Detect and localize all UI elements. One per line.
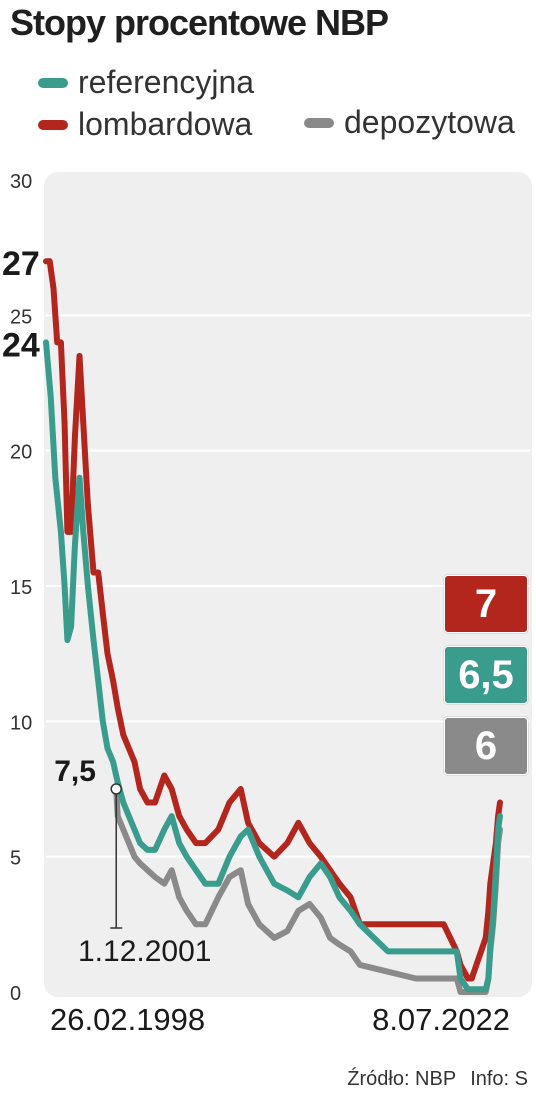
legend-label-depozytowa: depozytowa <box>344 104 515 140</box>
y-tick-label: 5 <box>10 848 21 870</box>
legend-label-lombardowa: lombardowa <box>78 106 253 142</box>
start-value-labels: 27 24 <box>2 245 40 364</box>
annotation-marker <box>110 783 122 795</box>
y-axis-ticks: 0 5 10 15 20 25 30 <box>10 171 32 1005</box>
legend-swatch-referencyjna <box>38 77 68 88</box>
info-text: Info: S <box>470 1068 528 1090</box>
series-line-referencyjna <box>43 339 503 993</box>
annotation: 7,5 1.12.2001 <box>54 755 211 968</box>
line-chart: 0 5 10 15 20 25 30 7,5 1.12.2001 26.02.1998 8.07… <box>2 171 532 1037</box>
badge-referencyjna: 6,5 <box>444 646 528 704</box>
plot-background <box>44 172 532 997</box>
y-tick-label: 30 <box>10 171 32 193</box>
start-label-24: 24 <box>2 326 40 364</box>
annotation-value-label: 7,5 <box>54 755 96 788</box>
legend-item-referencyjna: referencyjna <box>38 64 254 101</box>
annotation-date-label: 1.12.2001 <box>78 935 211 968</box>
chart-title: Stopy procentowe NBP <box>10 2 389 43</box>
y-tick-label: 10 <box>10 712 32 734</box>
legend-item-depozytowa: depozytowa <box>304 104 515 141</box>
legend-swatch-lombardowa <box>38 119 68 130</box>
start-label-27: 27 <box>2 245 40 283</box>
y-tick-label: 20 <box>10 442 32 464</box>
source-line: Źródło: NBP Info: S <box>347 1068 528 1091</box>
badge-depozytowa: 6 <box>444 717 528 775</box>
series-lines <box>43 258 503 995</box>
y-tick-label: 0 <box>10 983 21 1005</box>
legend-label-referencyjna: referencyjna <box>78 64 255 100</box>
legend-swatch-depozytowa <box>304 117 334 128</box>
legend-item-lombardowa: lombardowa <box>38 106 252 143</box>
y-tick-label: 15 <box>10 577 32 599</box>
badge-lombardowa: 7 <box>444 575 528 633</box>
x-label-start: 26.02.1998 <box>50 1002 205 1037</box>
x-axis-labels: 26.02.1998 8.07.2022 <box>50 1002 510 1037</box>
y-tick-label: 25 <box>10 306 32 328</box>
source-text: Źródło: NBP <box>347 1068 457 1090</box>
x-label-end: 8.07.2022 <box>372 1002 510 1037</box>
